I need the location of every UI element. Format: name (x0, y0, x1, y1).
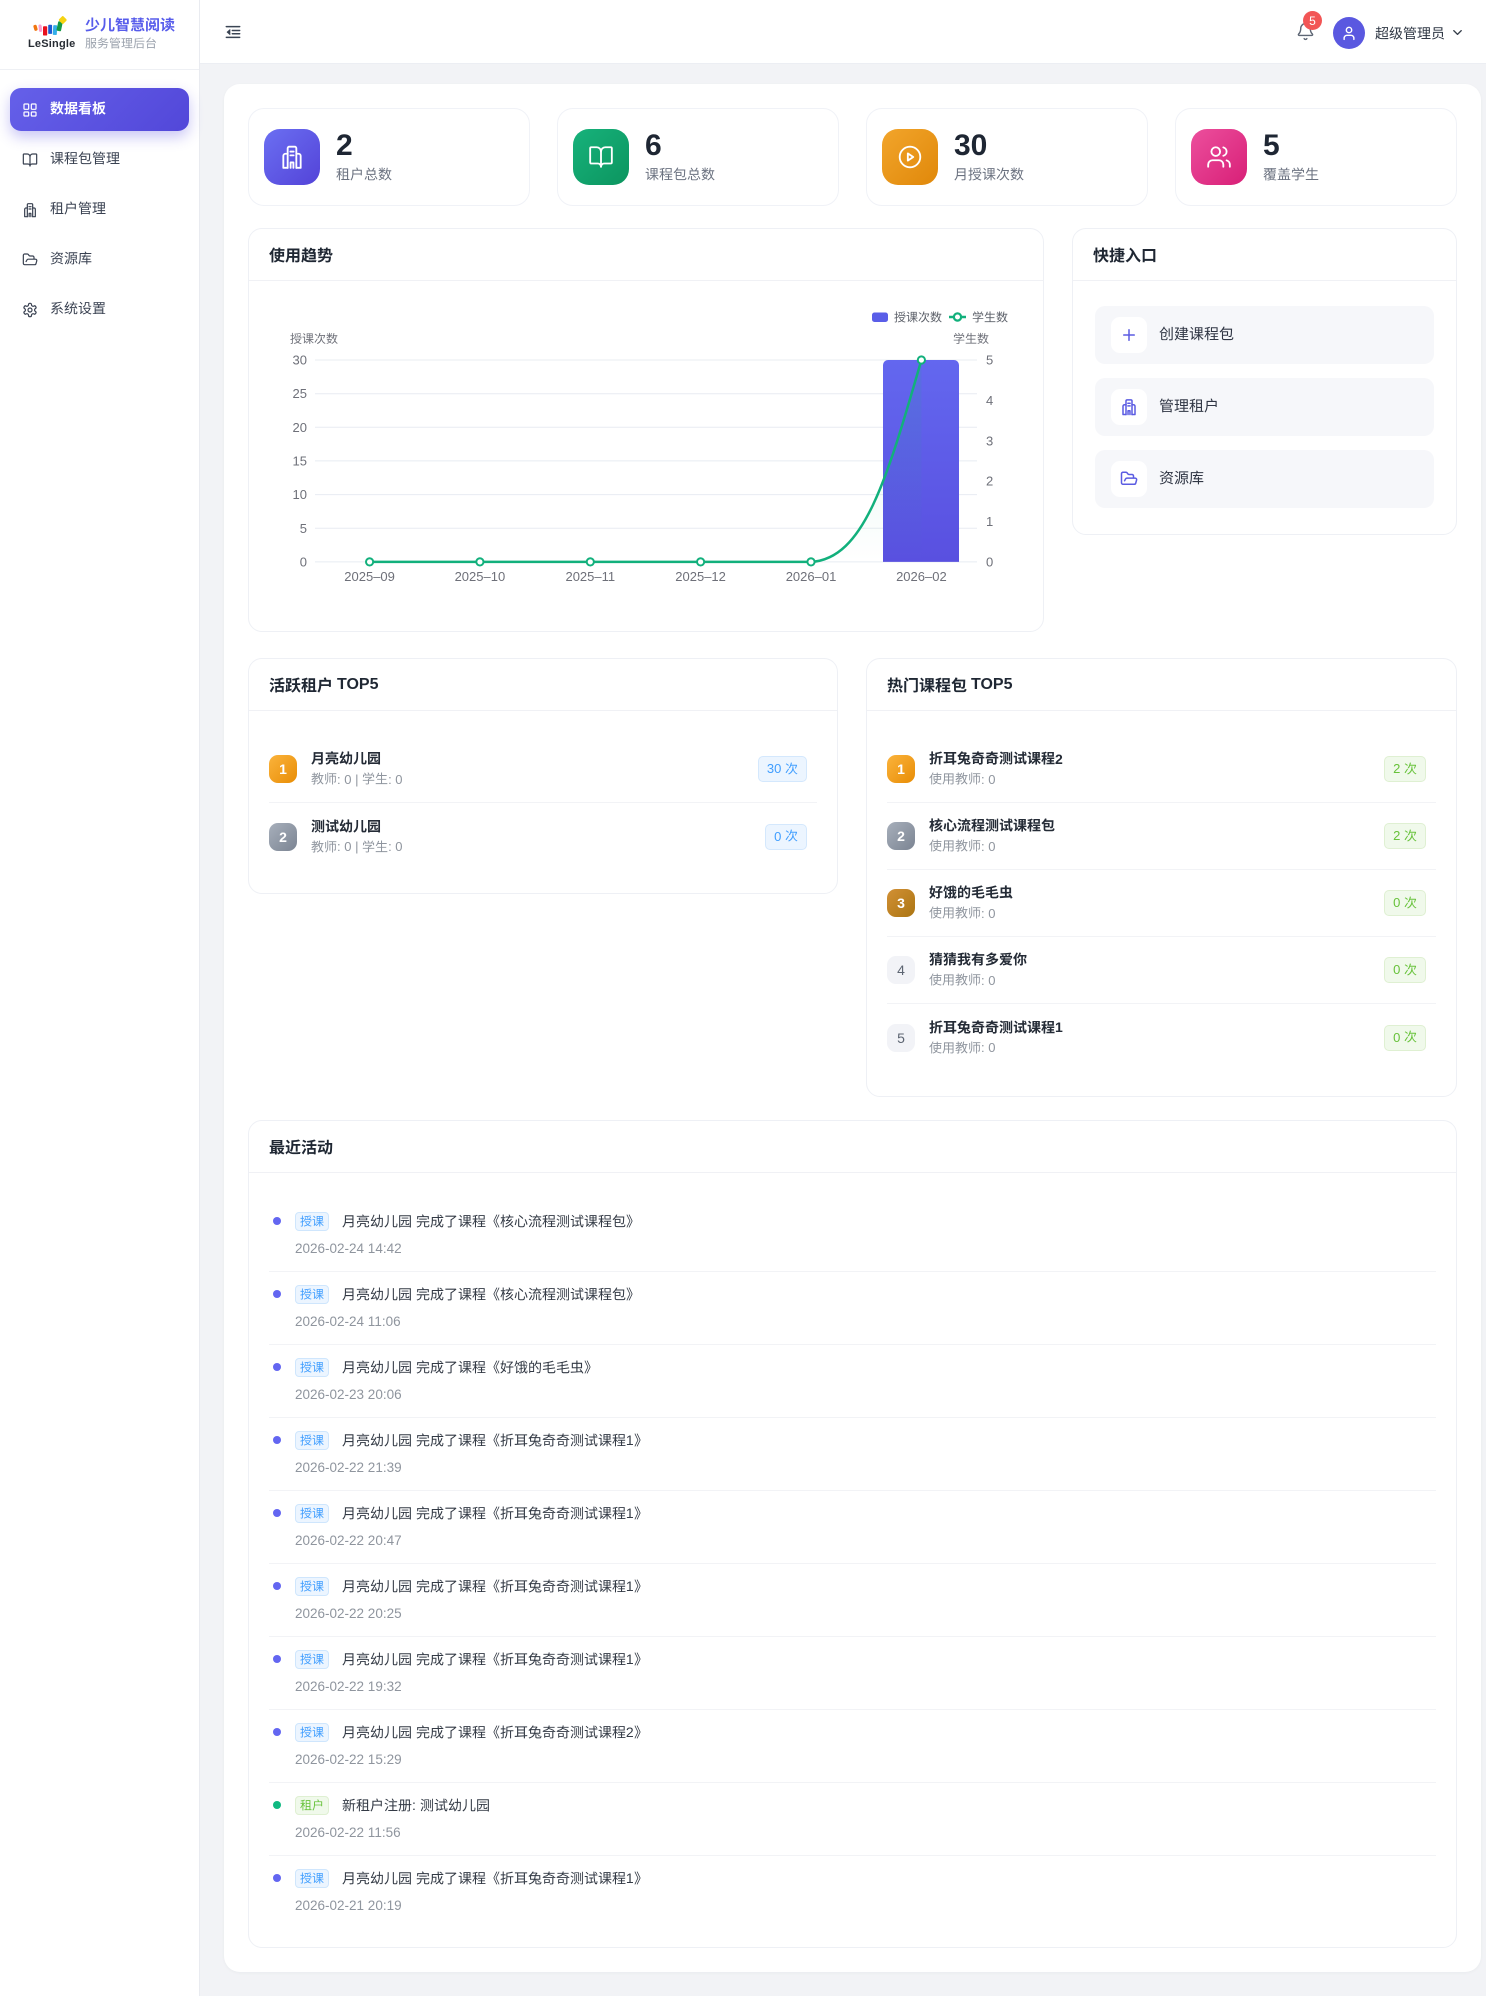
svg-text:30: 30 (293, 353, 307, 368)
svg-text:15: 15 (293, 453, 307, 468)
svg-text:20: 20 (293, 420, 307, 435)
svg-text:25: 25 (293, 386, 307, 401)
svg-text:10: 10 (293, 487, 307, 502)
svg-text:2025–12: 2025–12 (675, 569, 726, 584)
svg-text:0: 0 (986, 554, 993, 569)
svg-text:4: 4 (986, 393, 993, 408)
svg-text:2025–10: 2025–10 (455, 569, 506, 584)
svg-text:1: 1 (986, 514, 993, 529)
svg-text:2025–11: 2025–11 (565, 569, 615, 584)
svg-text:2026–01: 2026–01 (786, 569, 837, 584)
svg-text:5: 5 (986, 353, 993, 368)
svg-text:3: 3 (986, 433, 993, 448)
svg-text:2: 2 (986, 474, 993, 489)
svg-text:5: 5 (300, 521, 307, 536)
svg-text:2025–09: 2025–09 (344, 569, 395, 584)
svg-text:2026–02: 2026–02 (896, 569, 947, 584)
svg-text:0: 0 (300, 554, 307, 569)
